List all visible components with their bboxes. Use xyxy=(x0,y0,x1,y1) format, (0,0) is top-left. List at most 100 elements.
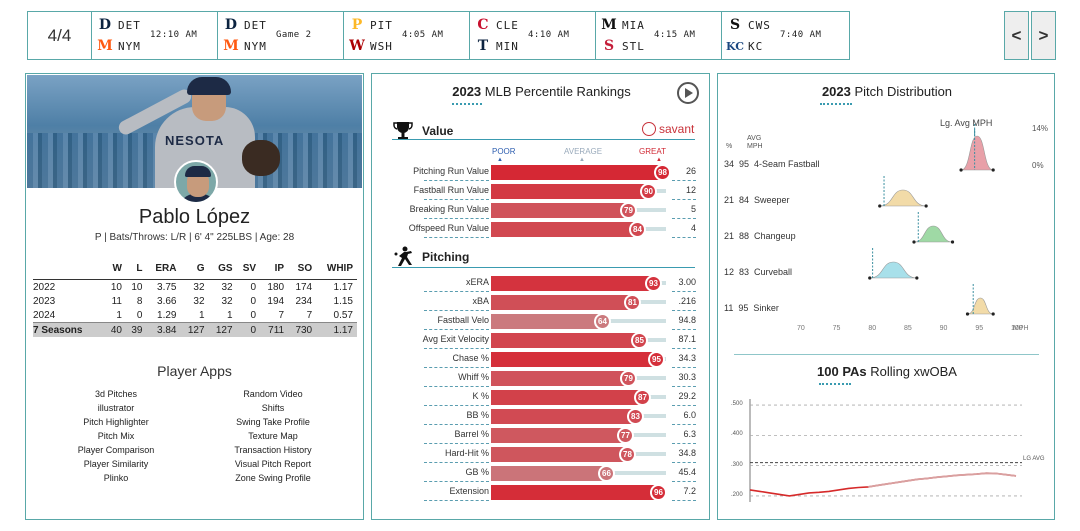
pitch-range-dot xyxy=(991,312,995,316)
team-logo-icon: T xyxy=(477,38,489,54)
pitch-density-curve xyxy=(869,261,917,279)
percentile-row[interactable]: Avg Exit Velocity 85 87.1 xyxy=(372,332,711,349)
home-team: MIN xyxy=(496,39,519,53)
team-logo-icon: S xyxy=(603,38,615,54)
player-apps-title: Player Apps xyxy=(157,363,232,379)
pitch-range-dot xyxy=(950,240,955,244)
pitch-name: Sinker xyxy=(753,303,779,313)
percentile-row[interactable]: Pitching Run Value 98 26 xyxy=(372,164,711,181)
pitch-name: Curveball xyxy=(754,267,793,277)
percentile-row[interactable]: Barrel % 77 6.3 xyxy=(372,427,711,444)
stats-cell: 1.15 xyxy=(333,295,353,307)
play-icon[interactable] xyxy=(677,82,699,104)
game-card[interactable]: P PIT W WSH 4:05 AM xyxy=(344,12,470,59)
stats-cell: 0 xyxy=(250,281,257,293)
away-team: PIT xyxy=(370,18,393,32)
next-button[interactable]: > xyxy=(1031,11,1056,60)
percentile-badge: 96 xyxy=(650,484,667,501)
team-logo-icon: C xyxy=(477,17,489,33)
percentile-row[interactable]: GB % 66 45.4 xyxy=(372,465,711,482)
pitch-row-label: 34 95 4-Seam Fastball xyxy=(724,159,825,169)
percentile-row[interactable]: Extension 96 7.2 xyxy=(372,484,711,501)
percentile-metric-label: xERA xyxy=(465,277,489,287)
stats-cell: 1 xyxy=(227,309,233,321)
percentile-metric-value: 3.00 xyxy=(678,277,696,287)
percentile-row[interactable]: Chase % 95 34.3 xyxy=(372,351,711,368)
pitch-dist-title-year: 2023 xyxy=(821,84,851,99)
header-avg: AVG xyxy=(747,135,762,142)
percentile-bar-fill xyxy=(491,447,628,462)
game-card[interactable]: M MIA S STL 4:15 AM xyxy=(596,12,722,59)
stats-cell: 10 xyxy=(110,281,122,293)
scoreboard-date[interactable]: 4/4 xyxy=(28,12,92,59)
header-pct: % xyxy=(726,143,733,150)
stats-row: 2024 1 0 1.29 1 1 0 7 7 0.57 xyxy=(33,308,357,323)
game-card[interactable]: C CLE T MIN 4:10 AM xyxy=(470,12,596,59)
x-tick-label: 100 xyxy=(1011,325,1023,332)
percentile-row[interactable]: xERA 93 3.00 xyxy=(372,275,711,292)
player-card: NESOTA Pablo López P | Bats/Throws: L/R … xyxy=(25,73,364,520)
player-app-link[interactable]: Pitch Mix xyxy=(97,431,135,441)
player-app-link[interactable]: Shifts xyxy=(261,403,285,413)
pitch-range-dot xyxy=(991,168,995,172)
percentile-row[interactable]: Offspeed Run Value 84 4 xyxy=(372,221,711,238)
percentile-row[interactable]: Fastball Velo 64 94.8 xyxy=(372,313,711,330)
percentile-rankings-panel: 2023 MLB Percentile Rankings Value savan… xyxy=(371,73,710,520)
percentile-bar-fill xyxy=(491,203,629,218)
player-app-link[interactable]: Zone Swing Profile xyxy=(235,473,311,483)
player-app-link[interactable]: Swing Take Profile xyxy=(236,417,310,427)
team-logo-icon: S xyxy=(729,17,741,33)
stats-cell: 730 xyxy=(288,322,317,337)
percentile-row[interactable]: Fastball Run Value 90 12 xyxy=(372,183,711,200)
player-app-link[interactable]: Visual Pitch Report xyxy=(234,459,312,469)
percentile-row[interactable]: Hard-Hit % 78 34.8 xyxy=(372,446,711,463)
percentile-row[interactable]: Breaking Run Value 79 5 xyxy=(372,202,711,219)
percentile-row[interactable]: BB % 83 6.0 xyxy=(372,408,711,425)
percentile-metric-value: 7.2 xyxy=(683,486,696,496)
player-app-link[interactable]: illustrator xyxy=(97,403,135,413)
baseball-icon xyxy=(642,122,656,136)
player-app-link[interactable]: Pitch Highlighter xyxy=(83,417,149,427)
y-top-label: 14% xyxy=(1032,124,1049,133)
prev-button[interactable]: < xyxy=(1004,11,1029,60)
player-app-link[interactable]: Random Video xyxy=(243,389,303,399)
game-card[interactable]: S CWS KC KC 7:40 AM xyxy=(722,12,848,59)
player-app-link[interactable]: Texture Map xyxy=(248,431,298,441)
stats-cell: 32 xyxy=(221,281,233,293)
player-app-link[interactable]: Player Similarity xyxy=(83,459,149,469)
stats-cell: 1.17 xyxy=(316,322,357,337)
percentile-badge: 98 xyxy=(654,164,671,181)
game-card[interactable]: D DET M NYM Game 2 xyxy=(218,12,344,59)
player-app-link[interactable]: Player Comparison xyxy=(77,445,155,455)
percentile-row[interactable]: Whiff % 79 30.3 xyxy=(372,370,711,387)
stats-header-cell xyxy=(33,260,106,280)
pitch-pct: 12 xyxy=(724,267,735,277)
pitch-avg: 83 xyxy=(739,267,750,277)
pitch-analytics-panel: 2023 Pitch Distribution Lg. Avg MPH % AV… xyxy=(717,73,1055,520)
team-logo-icon: KC xyxy=(725,39,745,53)
scoreboard-nav: < > xyxy=(1004,11,1056,60)
percentile-row[interactable]: K % 87 29.2 xyxy=(372,389,711,406)
pitching-section-header: Pitching xyxy=(392,246,469,268)
percentile-row[interactable]: xBA 81 .216 xyxy=(372,294,711,311)
team-logo-icon: P xyxy=(351,17,363,33)
percentile-metric-label: Extension xyxy=(449,486,489,496)
player-app-link[interactable]: Transaction History xyxy=(234,445,312,455)
stats-cell: 1 xyxy=(116,309,122,321)
percentile-badge: 79 xyxy=(620,370,637,387)
rolling-lg-avg-label: LG AVG xyxy=(1023,456,1045,462)
game-status: 4:10 AM xyxy=(528,30,570,40)
game-card[interactable]: D DET M NYM 12:10 AM xyxy=(92,12,218,59)
percentile-bar-fill xyxy=(491,165,663,180)
percentile-title-year: 2023 xyxy=(452,84,482,99)
pitch-dist-title-text: Pitch Distribution xyxy=(854,84,953,99)
game-status: 4:15 AM xyxy=(654,30,696,40)
stats-cell: 127 xyxy=(208,322,237,337)
percentile-badge: 84 xyxy=(629,221,646,238)
percentile-badge: 79 xyxy=(620,202,637,219)
player-app-link[interactable]: Plinko xyxy=(103,473,129,483)
percentile-bar-fill xyxy=(491,276,654,291)
player-app-link[interactable]: 3d Pitches xyxy=(94,389,138,399)
stats-cell: 8 xyxy=(136,295,143,307)
savant-link[interactable]: savant xyxy=(642,122,694,136)
